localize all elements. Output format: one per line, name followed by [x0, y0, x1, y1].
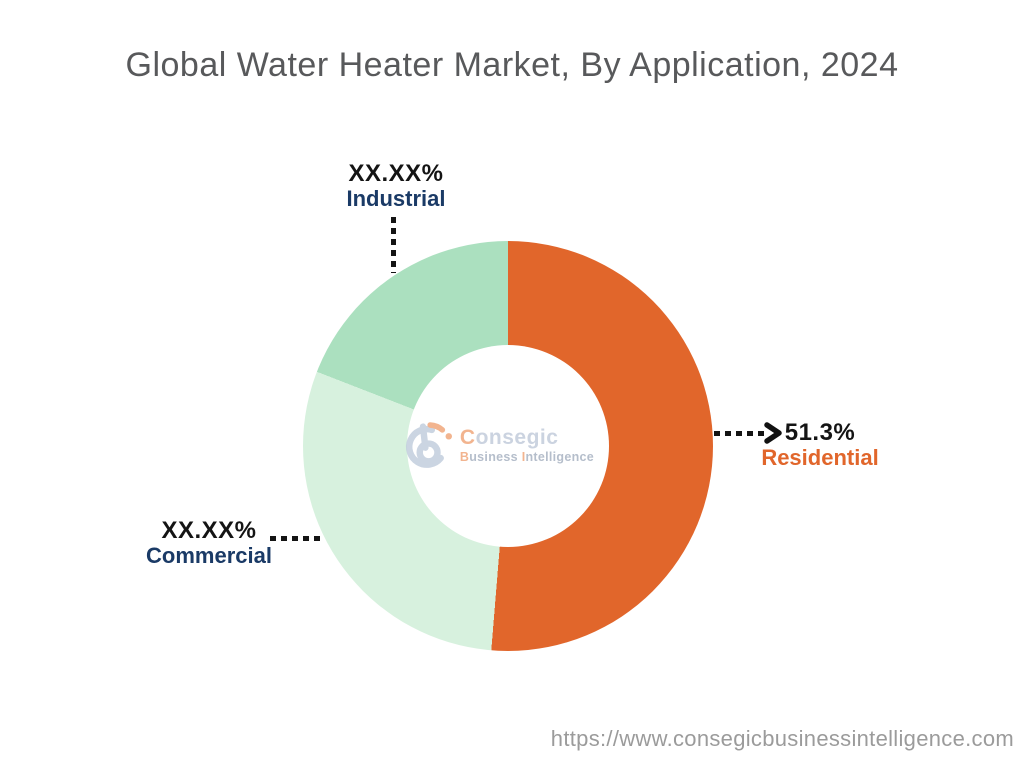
industrial-name: Industrial: [346, 186, 446, 211]
label-residential: 51.3% Residential: [758, 420, 882, 470]
watermark-text: Consegic Business Intelligence: [460, 427, 594, 464]
industrial-value: XX.XX%: [348, 160, 444, 187]
watermark-sub-business: usiness: [469, 450, 518, 465]
watermark-logo: Consegic Business Intelligence: [402, 418, 594, 474]
commercial-value: XX.XX%: [161, 517, 257, 544]
footer-url: https://www.consegicbusinessintelligence…: [550, 726, 1014, 751]
watermark-sub-intelligence: ntelligence: [525, 450, 595, 465]
watermark-sub-b: B: [459, 450, 470, 465]
leader-line-commercial: [270, 536, 323, 541]
residential-value: 51.3%: [784, 419, 856, 446]
watermark-sub-i: I: [521, 450, 526, 465]
donut-hole: Consegic Business Intelligence: [405, 345, 609, 547]
leader-line-industrial: [391, 217, 396, 273]
commercial-name: Commercial: [146, 543, 272, 568]
consegic-logo-icon: [405, 422, 452, 468]
watermark-brand: Consegic: [460, 427, 594, 449]
residential-name: Residential: [761, 445, 879, 470]
watermark-brand-rest: onsegic: [475, 426, 559, 450]
label-industrial: XX.XX% Industrial: [330, 161, 462, 211]
watermark-brand-initial: C: [459, 426, 476, 450]
donut-chart: Consegic Business Intelligence: [303, 241, 713, 651]
leader-line-residential: [714, 431, 764, 436]
label-commercial: XX.XX% Commercial: [146, 518, 272, 568]
watermark-subtitle: Business Intelligence: [460, 451, 594, 464]
chart-title: Global Water Heater Market, By Applicati…: [125, 46, 899, 84]
arrow-right-icon: [764, 422, 782, 444]
